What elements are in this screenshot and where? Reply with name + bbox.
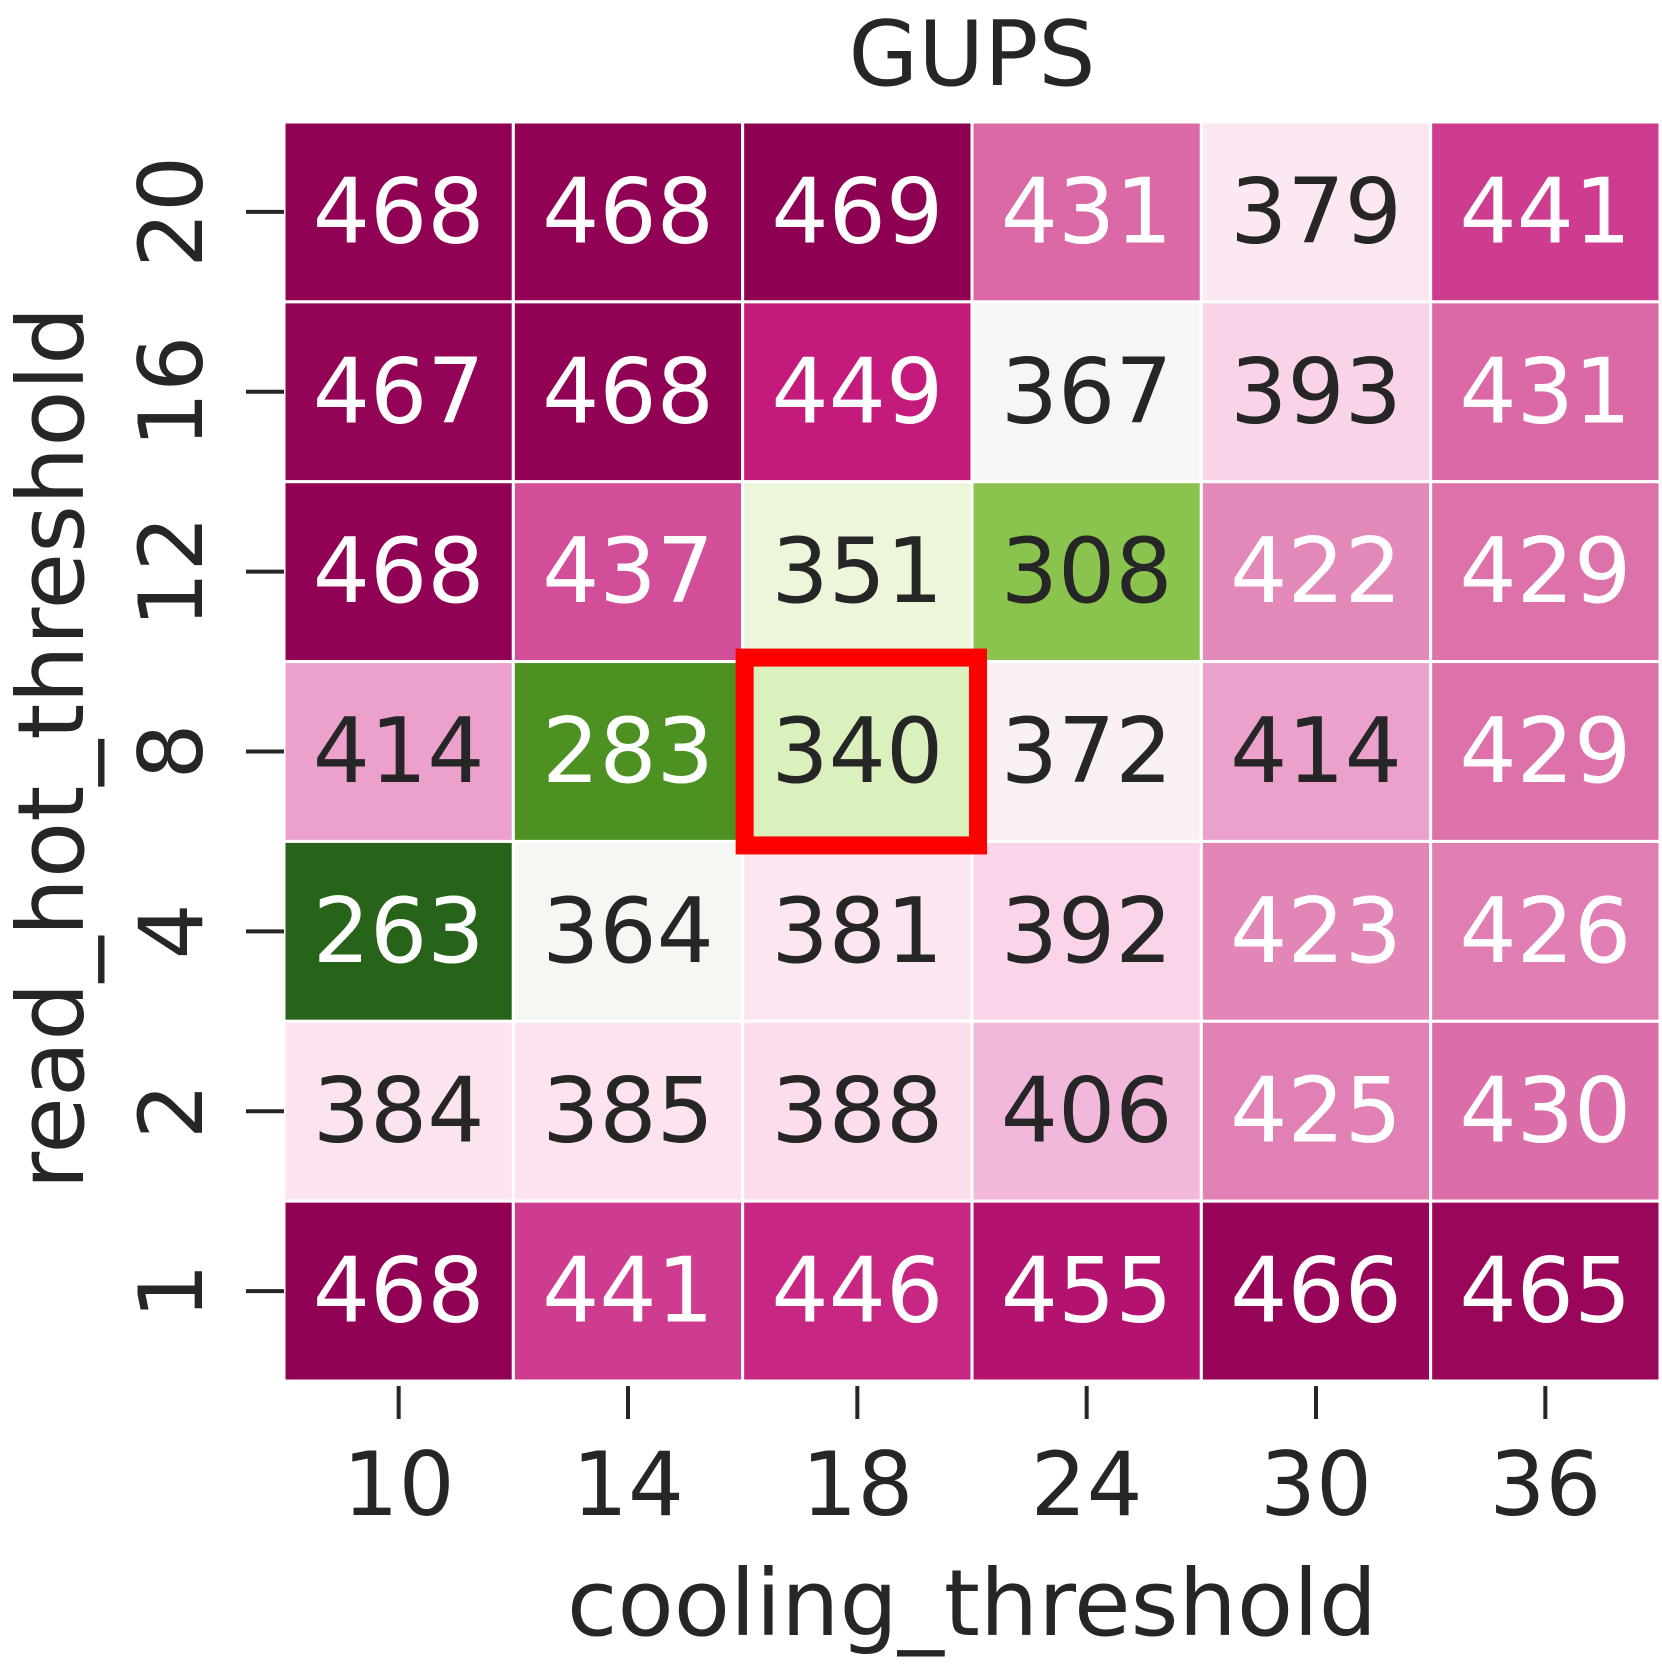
heatmap-cell: [511, 300, 745, 484]
cell-value-label: 466: [1230, 1239, 1402, 1344]
cell-value-label: 437: [542, 519, 714, 624]
heatmap-cell: [1429, 1199, 1662, 1383]
y-tick-label: 8: [120, 724, 223, 780]
heatmap-cell: [1429, 660, 1662, 843]
cell-value-label: 441: [1459, 159, 1631, 264]
cell-value-label: 468: [542, 159, 714, 264]
cell-value-label: 283: [542, 699, 714, 804]
heatmap-cell: [970, 480, 1203, 664]
cell-value-label: 364: [542, 879, 714, 984]
heatmap-cell: [1199, 1199, 1433, 1383]
cell-value-label: 406: [1001, 1059, 1173, 1164]
heatmap-cell: [970, 1199, 1203, 1383]
heatmap-cell: [1429, 300, 1662, 484]
cell-value-label: 455: [1001, 1239, 1173, 1344]
cell-value-label: 308: [1001, 519, 1173, 624]
heatmap-cell: [970, 660, 1203, 843]
heatmap-cell: [511, 1199, 745, 1383]
cell-value-label: 429: [1459, 519, 1631, 624]
heatmap-cell: [970, 120, 1203, 304]
y-axis-label: read_hot_threshold: [0, 306, 105, 1189]
cell-value-label: 468: [313, 159, 485, 264]
heatmap-cell: [1429, 120, 1662, 304]
heatmap-cell: [511, 480, 745, 664]
cell-value-label: 468: [542, 339, 714, 444]
chart-title: GUPS: [848, 2, 1095, 107]
y-tick-label: 4: [120, 903, 223, 959]
heatmap-cell: [1199, 839, 1433, 1023]
x-axis: 10 14 18 24 30 36: [343, 1386, 1601, 1536]
x-tick-label: 36: [1489, 1433, 1601, 1536]
y-tick-label: 20: [120, 156, 223, 268]
cell-value-label: 431: [1459, 339, 1631, 444]
cell-value-label: 414: [1230, 699, 1402, 804]
y-tick-label: 12: [120, 516, 223, 628]
y-tick-label: 16: [120, 336, 223, 448]
cell-value-label: 379: [1230, 159, 1402, 264]
cell-value-label: 392: [1001, 879, 1173, 984]
heatmap-cell: [1429, 839, 1662, 1023]
heatmap-cell: [282, 120, 515, 304]
cell-value-label: 425: [1230, 1059, 1402, 1164]
heatmap-cell: [1199, 660, 1433, 843]
heatmap-cell: [741, 660, 974, 843]
heatmap-cell-labels: 468 468 469 431 379 441 467 468 449 367 393 431 468 4…: [313, 159, 1631, 1343]
x-tick-label: 14: [572, 1433, 684, 1536]
cell-value-label: 446: [771, 1239, 943, 1344]
cell-value-label: 468: [313, 1239, 485, 1344]
heatmap-cell: [282, 839, 515, 1023]
x-tick-label: 24: [1031, 1433, 1143, 1536]
cell-value-label: 469: [771, 159, 943, 264]
heatmap-cell: [282, 1019, 515, 1203]
cell-value-label: 351: [771, 519, 943, 624]
highlight-box: [735, 648, 988, 855]
cell-value-label: 340: [771, 699, 943, 804]
cell-value-label: 468: [313, 519, 485, 624]
cell-value-label: 385: [542, 1059, 714, 1164]
cell-value-label: 381: [771, 879, 943, 984]
cell-value-label: 449: [771, 339, 943, 444]
y-axis: 20 16 12 8 4 2 1: [120, 156, 284, 1319]
heatmap-cell: [511, 660, 745, 843]
y-tick-label: 1: [120, 1263, 223, 1319]
heatmap-cell: [511, 120, 745, 304]
heatmap-cell: [970, 839, 1203, 1023]
cell-value-label: 388: [771, 1059, 943, 1164]
x-tick-label: 30: [1260, 1433, 1372, 1536]
x-axis-label: cooling_threshold: [567, 1550, 1377, 1657]
cell-value-label: 393: [1230, 339, 1402, 444]
cell-value-label: 414: [313, 699, 485, 804]
x-tick-label: 18: [801, 1433, 913, 1536]
heatmap-cell: [1429, 480, 1662, 664]
heatmap-cell: [1199, 480, 1433, 664]
cell-value-label: 467: [313, 339, 485, 444]
heatmap-cell: [741, 839, 974, 1023]
heatmap-cell: [970, 300, 1203, 484]
heatmap-cell: [741, 120, 974, 304]
heatmap-cell: [282, 660, 515, 843]
cell-value-label: 441: [542, 1239, 714, 1344]
cell-value-label: 465: [1459, 1239, 1631, 1344]
heatmap-cell: [282, 1199, 515, 1383]
cell-value-label: 423: [1230, 879, 1402, 984]
cell-value-label: 372: [1001, 699, 1173, 804]
cell-value-label: 430: [1459, 1059, 1631, 1164]
cell-value-label: 367: [1001, 339, 1173, 444]
cell-value-label: 263: [313, 879, 485, 984]
highlight-layer: [735, 648, 988, 855]
cell-value-label: 422: [1230, 519, 1402, 624]
heatmap-cell: [1429, 1019, 1662, 1203]
cell-value-label: 384: [313, 1059, 485, 1164]
x-tick-label: 10: [343, 1433, 455, 1536]
heatmap-cell: [741, 1199, 974, 1383]
cell-value-label: 426: [1459, 879, 1631, 984]
y-tick-label: 2: [120, 1083, 223, 1139]
heatmap-cells: [282, 120, 1662, 1383]
cell-value-label: 429: [1459, 699, 1631, 804]
cell-value-label: 431: [1001, 159, 1173, 264]
